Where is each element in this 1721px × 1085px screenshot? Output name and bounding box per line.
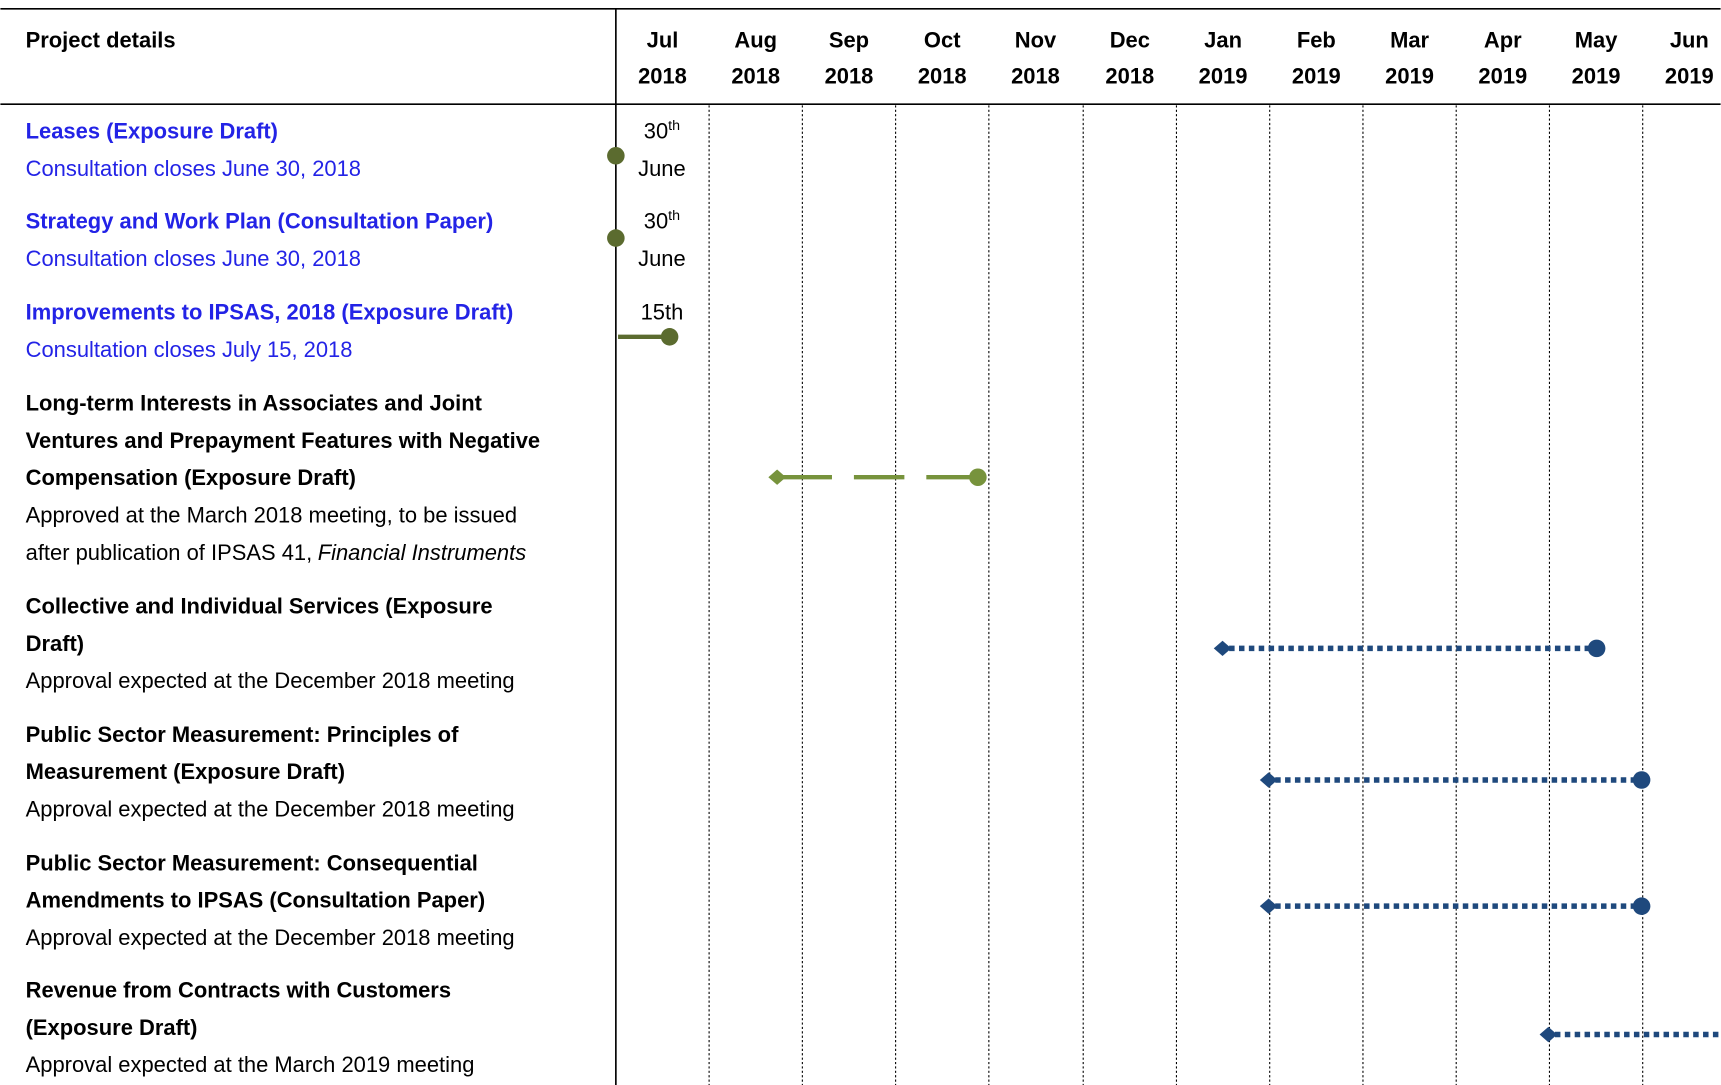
timeline-bars: [607, 147, 1721, 1043]
end-dot: [969, 468, 987, 487]
project-title: Improvements to IPSAS, 2018 (Exposure Dr…: [26, 300, 514, 325]
end-dot: [1632, 897, 1651, 915]
start-diamond: [1539, 1026, 1558, 1043]
month-label: Mar: [1390, 27, 1429, 52]
deadline-dot: [607, 147, 625, 165]
deadline-month: June: [638, 156, 686, 181]
end-dot: [1632, 771, 1651, 789]
project-note: Consultation closes July 15, 2018: [26, 337, 353, 362]
year-label: 2019: [1665, 64, 1714, 89]
project-title: Leases (Exposure Draft): [26, 119, 278, 144]
start-diamond: [1213, 640, 1232, 657]
month-label: Feb: [1297, 27, 1336, 52]
year-label: 2019: [1292, 64, 1341, 89]
month-label: Dec: [1110, 27, 1150, 52]
deadline-day: 15th: [641, 300, 684, 325]
start-diamond: [1259, 772, 1278, 788]
project-note: Consultation closes June 30, 2018: [26, 246, 361, 271]
deadline-dot: [607, 229, 625, 247]
year-label: 2018: [731, 64, 780, 89]
year-label: 2018: [825, 64, 874, 89]
deadline-suffix: th: [668, 208, 680, 224]
project-title: Measurement (Exposure Draft): [26, 759, 345, 784]
project-title: Revenue from Contracts with Customers: [26, 978, 451, 1003]
year-label: 2018: [1105, 64, 1154, 89]
project-note: Approved at the March 2018 meeting, to b…: [26, 503, 517, 528]
deadline-day: 30th: [644, 118, 680, 144]
italic-note: Financial Instruments: [318, 540, 527, 565]
month-label: Apr: [1484, 27, 1522, 52]
year-label: 2018: [918, 64, 967, 89]
month-label: Aug: [734, 27, 777, 52]
year-label: 2019: [1385, 64, 1434, 89]
start-diamond: [768, 469, 786, 485]
project-title: Compensation (Exposure Draft): [26, 465, 356, 490]
project-title: (Exposure Draft): [26, 1015, 198, 1040]
month-label: Nov: [1015, 27, 1057, 52]
column-header: Project details: [26, 27, 176, 52]
project-title: Amendments to IPSAS (Consultation Paper): [26, 888, 486, 913]
project-title: Public Sector Measurement: Consequential: [26, 850, 478, 875]
month-label: May: [1575, 27, 1618, 52]
end-dot: [1587, 639, 1606, 658]
deadline-dot: [660, 328, 679, 346]
year-label: 2019: [1199, 64, 1248, 89]
project-note: Approval expected at the March 2019 meet…: [26, 1052, 475, 1077]
start-diamond: [1259, 898, 1278, 914]
year-label: 2019: [1572, 64, 1621, 89]
project-title: Collective and Individual Services (Expo…: [26, 594, 493, 619]
deadline-day: 30th: [644, 208, 680, 234]
deadline-suffix: th: [668, 118, 680, 134]
project-title: Strategy and Work Plan (Consultation Pap…: [26, 209, 494, 234]
month-label: Oct: [924, 27, 961, 52]
project-title: Public Sector Measurement: Principles of: [26, 722, 459, 747]
project-note: Approval expected at the December 2018 m…: [26, 797, 515, 822]
month-label: Sep: [829, 27, 869, 52]
month-label: Jan: [1204, 27, 1242, 52]
project-title: Long-term Interests in Associates and Jo…: [26, 391, 483, 416]
project-note: after publication of IPSAS 41, Financial …: [26, 540, 527, 565]
project-note: Approval expected at the December 2018 m…: [26, 925, 515, 950]
project-title: Ventures and Prepayment Features with Ne…: [26, 428, 540, 453]
table-lines: [0, 7, 1721, 1085]
month-label: Jun: [1670, 27, 1709, 52]
year-label: 2018: [638, 64, 687, 89]
deadline-month: June: [638, 246, 686, 271]
month-label: Jul: [647, 27, 679, 52]
year-label: 2019: [1478, 64, 1527, 89]
project-note: Consultation closes June 30, 2018: [26, 156, 361, 181]
year-label: 2018: [1011, 64, 1060, 89]
project-note: Approval expected at the December 2018 m…: [26, 668, 515, 693]
project-title: Draft): [26, 631, 85, 656]
